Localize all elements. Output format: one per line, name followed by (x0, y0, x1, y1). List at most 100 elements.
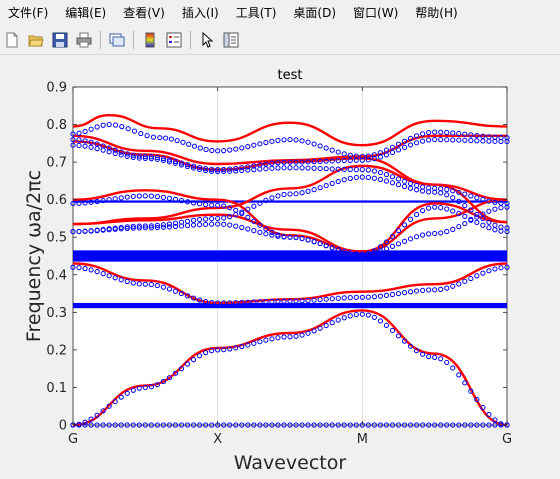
blue-band-marker (377, 248, 384, 254)
blue-band-marker (504, 135, 510, 141)
chart-title: test (278, 68, 303, 83)
blue-band-marker (335, 422, 341, 428)
blue-band-marker (317, 185, 323, 191)
blue-band-marker (311, 297, 317, 303)
blue-band-marker (124, 278, 130, 285)
blue-band-marker (389, 174, 396, 180)
blue-band-marker (239, 299, 245, 306)
blue-band-marker (215, 168, 221, 175)
blue-band-marker (148, 154, 154, 160)
open-folder-icon[interactable] (26, 30, 46, 50)
blue-band-marker (112, 196, 118, 202)
blue-band-marker (172, 160, 179, 166)
blue-band-marker (287, 191, 293, 197)
blue-band-marker (492, 199, 498, 205)
legend-icon[interactable] (164, 30, 184, 50)
blue-band-marker (251, 203, 257, 209)
menu-insert[interactable]: 插入(I) (181, 6, 219, 20)
blue-band-marker (450, 226, 456, 232)
print-icon[interactable] (74, 30, 94, 50)
blue-band-marker (480, 222, 486, 228)
blue-band-marker (450, 365, 456, 371)
blue-band-marker (215, 221, 221, 227)
blue-band-marker (407, 180, 414, 187)
blue-band-marker (245, 167, 251, 173)
band-structure-chart[interactable]: test Wavevector Frequency ωa/2πc G X M G00.… (0, 56, 560, 475)
blue-band-marker (227, 205, 233, 211)
blue-band-marker (76, 200, 82, 206)
blue-band-marker (88, 139, 94, 145)
blue-band-marker (432, 136, 438, 143)
blue-band-marker (353, 251, 359, 257)
blue-band-marker (438, 356, 444, 362)
blue-band-marker (106, 273, 112, 279)
blue-band-marker (245, 226, 251, 232)
blue-band-marker (88, 144, 94, 150)
blue-band-marker (178, 160, 185, 166)
blue-band-marker (317, 240, 323, 247)
blue-band-marker (456, 210, 462, 217)
menu-file[interactable]: 文件(F) (8, 6, 49, 20)
menu-window[interactable]: 窗口(W) (353, 6, 399, 20)
blue-band-marker (504, 200, 510, 207)
blue-band-marker (124, 422, 130, 428)
blue-band-marker (341, 295, 347, 301)
blue-band-marker (191, 143, 198, 149)
menu-help[interactable]: 帮助(H) (415, 6, 458, 20)
blue-band-marker (172, 220, 179, 226)
blue-band-marker (233, 146, 239, 152)
blue-band-marker (432, 230, 438, 237)
property-inspector-icon[interactable] (221, 30, 241, 50)
new-file-icon[interactable] (2, 30, 22, 50)
blue-band-marker (215, 167, 221, 173)
blue-band-marker (269, 336, 275, 342)
menu-desktop[interactable]: 桌面(D) (293, 6, 337, 20)
menu-tools[interactable]: 工具(T) (235, 6, 277, 20)
blue-band-marker (432, 129, 438, 135)
blue-band-marker (299, 422, 305, 428)
blue-band-marker (166, 375, 173, 381)
blue-band-marker (269, 165, 275, 171)
blue-band-marker (178, 198, 185, 204)
blue-band-marker (239, 343, 245, 350)
blue-band-marker (299, 138, 305, 144)
blue-band-marker (136, 153, 142, 159)
blue-band-marker (275, 160, 281, 166)
menu-edit[interactable]: 编辑(E) (65, 6, 107, 20)
blue-band-marker (227, 147, 233, 153)
blue-band-marker (335, 247, 341, 253)
blue-band-marker (413, 140, 420, 146)
blue-band-marker (106, 422, 112, 428)
save-icon[interactable] (50, 30, 70, 50)
blue-band-marker (154, 154, 160, 161)
pointer-icon[interactable] (197, 30, 217, 50)
blue-band-marker (94, 422, 100, 428)
colorbar-icon[interactable] (140, 30, 160, 50)
blue-band-marker (100, 408, 106, 414)
blue-band-marker (239, 224, 245, 231)
blue-band-marker (462, 131, 468, 137)
blue-band-marker (413, 211, 420, 218)
blue-band-marker (215, 202, 221, 208)
link-figure-icon[interactable] (107, 30, 127, 50)
blue-band-marker (486, 268, 492, 274)
blue-band-marker (426, 353, 432, 360)
blue-band-marker (413, 288, 420, 294)
blue-band-marker (166, 286, 173, 292)
blue-band-marker (190, 357, 197, 363)
blue-band-marker (432, 204, 438, 210)
blue-band-marker (311, 328, 317, 334)
blue-band-marker (480, 422, 486, 428)
blue-band-marker (142, 281, 148, 287)
blue-band-marker (239, 210, 245, 217)
menu-view[interactable]: 查看(V) (123, 6, 165, 20)
blue-band-marker (450, 188, 456, 194)
blue-band-marker (136, 225, 142, 231)
blue-band-marker (456, 224, 462, 230)
blue-band-marker (347, 152, 353, 158)
blue-band-marker (389, 180, 396, 186)
blue-band-marker (82, 138, 88, 144)
blue-band-marker (413, 133, 420, 139)
blue-band-marker (275, 232, 281, 238)
blue-band-marker (209, 166, 215, 172)
